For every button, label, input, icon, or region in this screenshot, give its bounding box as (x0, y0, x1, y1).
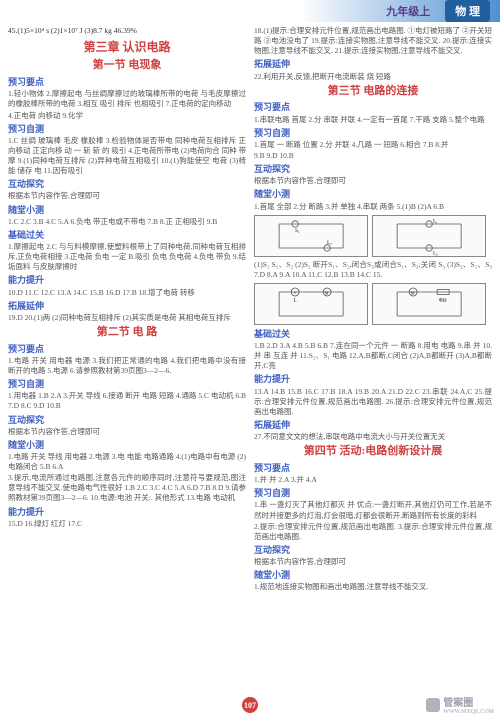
heading-extend: 拓展延伸 (8, 300, 246, 312)
para: 19.D 20.(1)两 (2)同种电荷互相排斥 (2)其实质是电荷 其相电荷互… (8, 313, 246, 323)
svg-text:×: × (294, 291, 297, 296)
para: 1.电路 开关 用电器 电源 3.我们把正常通的电路 4.我们把电路中没有接 断… (8, 356, 246, 376)
para: 根据本节内容作答,合理即可 (254, 557, 492, 567)
circuit-diagram-2: L₁ L₂ (372, 215, 486, 257)
para: 1.C 2.C 3.B 4.C 5.A 6.负电 带正电或不带电 7.B 8.正… (8, 217, 246, 227)
subject-badge: 物 理 (445, 0, 490, 22)
section-1-title: 第一节 电现象 (8, 58, 246, 73)
svg-text:L: L (294, 299, 297, 304)
heading-extend: 拓展延伸 (254, 58, 492, 70)
para: 13.A 14.B 15.B 16.C 17.B 18.A 19.B 20.A … (254, 387, 492, 417)
para: 1.C 丝绸 玻璃棒 毛皮 橡胶棒 3.检验物体是否带电 同种电荷互相排斥 正向… (8, 136, 246, 177)
para: 根据本节内容作答,合理即可 (8, 191, 246, 201)
circuit-diagram-row-2: × M L M 电铃 (254, 283, 492, 325)
heading-explore: 互动探究 (8, 178, 246, 190)
para: 4.正电荷 向移动 9.化学 (8, 111, 246, 121)
heading-selftest: 预习自测 (8, 378, 246, 390)
para: 1.首尾 一 断路 位置 2.分 并联 4.几路 一 短路 6.相合 7.B 8… (254, 140, 492, 150)
section-4-title: 第四节 活动:电路创新设计展 (254, 444, 492, 459)
para: 15.D 16.绿灯 红灯 17.C (8, 519, 246, 529)
circuit-diagram-3: × M L (254, 283, 368, 325)
heading-selftest: 预习自测 (254, 127, 492, 139)
para: 1.规范地连接实物图和画出电路图,注意导线不能交叉. (254, 582, 492, 592)
chapter-title: 第三章 认识电路 (8, 39, 246, 55)
para: 1.并 并 2.A 3.并 4.A (254, 475, 492, 485)
svg-text:电铃: 电铃 (439, 297, 447, 303)
heading-preview: 预习要点 (254, 101, 492, 113)
section-3-title: 第三节 电路的连接 (254, 84, 492, 99)
para: 1.首尾 全部 2.分 断路 3.并 单独 4.串联 两条 5.(1)B (2)… (254, 202, 492, 212)
para: 1.串联电路 首尾 2.分 串联 并联 4.一定有一首尾 7.干路 支路 5.整… (254, 115, 492, 125)
watermark-url: WWW.MXQE.COM (443, 709, 494, 715)
svg-text:L₁: L₁ (433, 219, 438, 224)
heading-quiz: 随堂小测 (254, 569, 492, 581)
para: 2.提示:合理安排元件位置,规范画出电路图. 3.提示:合理安排元件位置,规范画… (254, 522, 492, 542)
left-column: 45.(1)5×10⁴ s (2)1×10⁷ J (3)8.7 kg 46.39… (8, 26, 246, 594)
para: 9.B 9.D 10.B (254, 151, 492, 161)
circuit-diagram-row-1: S₁ L₂ L₁ L₂ (254, 215, 492, 257)
para: 1.摩擦起电 2.C 与与料模摩擦,使塑料根带上了同种电荷,同种电荷互相排斥,正… (8, 242, 246, 272)
heading-preview: 预习要点 (8, 76, 246, 88)
heading-quiz: 随堂小测 (254, 188, 492, 200)
heading-preview: 预习要点 (8, 343, 246, 355)
heading-selftest: 预习自测 (254, 487, 492, 499)
para: 1.用电器 1.B 2.A 3.开关 导线 6.接通 断开 电路 短路 4.通路… (8, 391, 246, 411)
heading-quiz: 随堂小测 (8, 439, 246, 451)
top-answers: 45.(1)5×10⁴ s (2)1×10⁷ J (3)8.7 kg 46.39… (8, 26, 246, 36)
para: 27.不同意文文的想法,串联电路中电流大小与开关位置无关 (254, 432, 492, 442)
heading-explore: 互动探究 (254, 163, 492, 175)
circuit-diagram-4: M 电铃 (372, 283, 486, 325)
para: 3.提示,电流所通过电路图,注意各元件的顺序同时,注意符号要规范,图注意导线不能… (8, 473, 246, 503)
para: 18.(1)提示:合理安排元件位置,规范画出电路图. ①电灯被短路了 ②开关短路… (254, 26, 492, 56)
watermark-text: 管案圈 (443, 694, 494, 709)
right-column: 18.(1)提示:合理安排元件位置,规范画出电路图. ①电灯被短路了 ②开关短路… (254, 26, 492, 594)
watermark: 管案圈 WWW.MXQE.COM (426, 694, 494, 715)
svg-text:S₁: S₁ (295, 229, 300, 234)
para: 10.D 11.C 12.C 13.A 14.C 15.B 16.D 17.B … (8, 288, 246, 298)
heading-explore: 互动探究 (254, 544, 492, 556)
heading-quiz: 随堂小测 (8, 204, 246, 216)
para: (1)S₁ S₁、S₂ (2)S₂ 断开S₁、S₂,闭合S₃或闭合S₁、S₂;关… (254, 260, 492, 280)
heading-ability: 能力提升 (8, 506, 246, 518)
para: 根据本节内容作答,合理即可 (254, 176, 492, 186)
svg-text:L₂: L₂ (433, 251, 438, 256)
para: 22.利用开关,反馈,把断开电流断装 烧 短路 (254, 72, 492, 82)
heading-ability: 能力提升 (254, 373, 492, 385)
para: 1.串 一盏灯灭了其他灯都灭 并 优点:一盏灯断开,其他灯仍可工作,若是不 然时… (254, 500, 492, 520)
svg-text:M: M (411, 290, 415, 295)
para: 1.电路 开关 导线 用电器 2.电源 3.电 电能 电路通路 4.(1)电路中… (8, 452, 246, 472)
heading-basic: 基础过关 (254, 328, 492, 340)
para: 1.轻小物体 2.摩擦起电 与丝绸摩擦过的玻璃棒所带的电荷 与毛皮摩擦过的橡胶棒… (8, 89, 246, 109)
svg-text:M: M (325, 290, 329, 295)
main-content: 45.(1)5×10⁴ s (2)1×10⁷ J (3)8.7 kg 46.39… (0, 22, 500, 598)
watermark-icon (426, 698, 440, 712)
heading-basic: 基础过关 (8, 229, 246, 241)
heading-selftest: 预习自测 (8, 123, 246, 135)
grade-label: 九年级上 (386, 3, 430, 19)
circuit-diagram-1: S₁ L₂ (254, 215, 368, 257)
para: 1.B 2.D 3.A 4.B 5.B 6.B 7.连在同一个元件 一 断路 8… (254, 341, 492, 371)
heading-ability: 能力提升 (8, 274, 246, 286)
para: 根据本节内容作答,合理即可 (8, 427, 246, 437)
section-2-title: 第二节 电 路 (8, 325, 246, 340)
heading-extend: 拓展延伸 (254, 419, 492, 431)
page-header: 九年级上 物 理 (0, 0, 500, 22)
page-number: 107 (242, 697, 258, 713)
svg-text:L₂: L₂ (327, 241, 332, 246)
heading-preview: 预习要点 (254, 462, 492, 474)
heading-explore: 互动探究 (8, 414, 246, 426)
